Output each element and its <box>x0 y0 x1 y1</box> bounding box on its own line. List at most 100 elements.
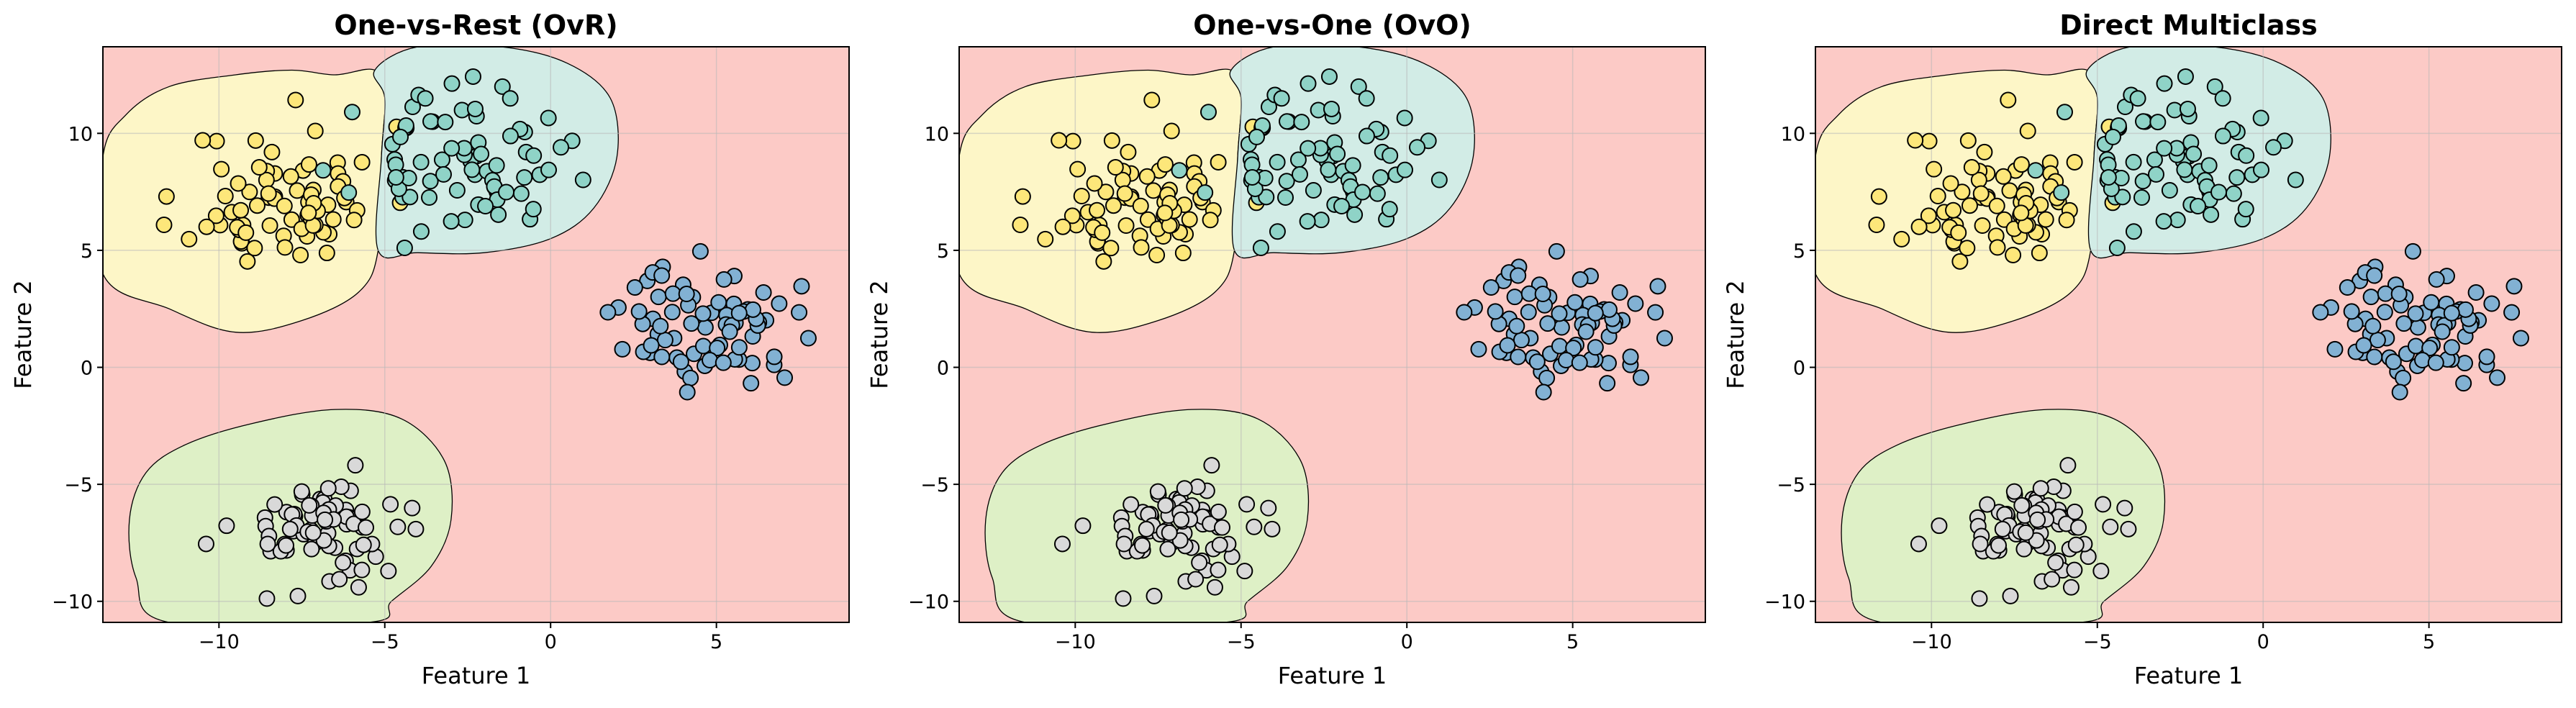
data-point-grey <box>1161 524 1178 541</box>
data-point-grey <box>380 563 397 580</box>
data-point-blue <box>2376 304 2393 321</box>
data-point-blue <box>721 323 738 340</box>
data-point-teal <box>1346 206 1364 223</box>
data-point-blue <box>1506 289 1523 306</box>
data-point-teal <box>2176 161 2193 178</box>
data-point-teal <box>2125 153 2142 171</box>
data-point-blue <box>1535 384 1552 401</box>
data-point-blue <box>702 352 719 369</box>
data-point-blue <box>678 286 695 303</box>
data-point-grey <box>2067 536 2085 553</box>
data-point-grey <box>1149 483 1166 500</box>
data-point-teal <box>443 213 460 230</box>
plot-area <box>1815 47 2562 622</box>
data-point-teal <box>1269 223 1286 240</box>
data-point-yellow <box>198 218 215 235</box>
data-point-grey <box>303 540 320 558</box>
data-point-grey <box>2092 563 2110 580</box>
data-point-blue <box>650 289 667 306</box>
y-tick-label: 10 <box>925 123 949 145</box>
data-point-blue <box>799 330 817 347</box>
y-tick-label: 5 <box>1793 240 1805 263</box>
data-point-teal <box>1381 201 1398 218</box>
data-point-blue <box>2503 304 2521 321</box>
data-point-yellow <box>1069 160 1087 178</box>
x-axis-label: Feature 1 <box>422 662 530 689</box>
data-point-yellow <box>1116 185 1133 202</box>
y-tick-label: 5 <box>937 240 949 263</box>
data-point-grey <box>2013 496 2031 514</box>
data-point-blue <box>1565 340 1582 357</box>
data-point-teal <box>1305 181 1322 199</box>
x-tick-label: −5 <box>371 631 399 653</box>
data-point-grey <box>1210 561 1227 578</box>
data-point-blue <box>2362 289 2380 306</box>
data-point-grey <box>1236 563 1253 580</box>
data-point-blue <box>771 295 788 312</box>
data-point-teal <box>2200 157 2218 174</box>
data-point-teal <box>1329 145 1346 163</box>
data-point-yellow <box>307 122 324 140</box>
data-point-yellow <box>1959 240 1976 257</box>
data-point-blue <box>2312 304 2329 321</box>
data-point-blue <box>2407 305 2424 322</box>
data-point-yellow <box>261 217 278 234</box>
data-point-grey <box>1074 517 1092 535</box>
data-point-teal <box>1382 147 1399 164</box>
data-point-yellow <box>1995 168 2012 185</box>
data-point-teal <box>2169 212 2186 229</box>
data-point-teal <box>2206 78 2223 95</box>
data-point-grey <box>197 535 214 553</box>
data-point-yellow <box>1086 175 1103 192</box>
data-point-blue <box>2489 369 2506 386</box>
data-point-blue <box>2355 337 2372 354</box>
data-point-blue <box>791 304 808 321</box>
data-point-grey <box>382 496 399 513</box>
y-tick-label: 5 <box>81 240 93 263</box>
y-tick-label: 10 <box>1781 123 1805 145</box>
data-point-grey <box>1115 590 1132 607</box>
y-tick-label: −10 <box>908 591 949 614</box>
data-point-teal <box>387 168 404 186</box>
data-point-blue <box>2395 315 2413 332</box>
data-point-blue <box>2391 384 2408 401</box>
data-point-yellow <box>1120 143 1137 160</box>
chart-panel-3: −10 −5 0 5 −10 −5 0 5 10 Direct Multiclass Feature… <box>1722 9 2562 689</box>
data-point-grey <box>1246 518 1263 535</box>
data-point-grey <box>1159 540 1176 558</box>
data-point-teal <box>448 181 466 199</box>
data-point-yellow <box>1117 217 1135 234</box>
data-point-grey <box>1994 520 2011 537</box>
data-point-grey <box>1210 503 1227 520</box>
data-point-blue <box>1510 267 1527 284</box>
data-point-blue <box>2434 323 2451 340</box>
data-point-teal <box>340 184 358 201</box>
data-point-grey <box>1146 587 1163 604</box>
data-point-teal <box>1199 104 1217 121</box>
y-tick-label: 0 <box>937 358 949 380</box>
data-point-teal <box>2156 140 2173 157</box>
data-point-yellow <box>1950 224 1967 241</box>
data-point-yellow <box>1014 188 1031 205</box>
x-tick-label: 0 <box>545 631 557 653</box>
data-point-yellow <box>158 188 175 205</box>
data-point-yellow <box>1064 132 1081 150</box>
data-point-yellow <box>1961 197 1978 214</box>
data-point-blue <box>1587 339 1604 356</box>
data-point-teal <box>1409 139 1426 156</box>
data-point-blue <box>652 317 669 335</box>
data-point-yellow <box>263 143 281 160</box>
data-point-yellow <box>1143 91 1161 109</box>
data-point-blue <box>2407 337 2424 355</box>
data-point-yellow <box>1132 197 1149 214</box>
data-point-blue <box>1482 279 1500 296</box>
data-point-teal <box>466 100 484 117</box>
data-point-grey <box>347 457 364 474</box>
data-point-yellow <box>1210 153 1227 171</box>
data-point-teal <box>1279 113 1296 130</box>
data-point-blue <box>643 337 660 354</box>
data-point-grey <box>1053 535 1071 553</box>
data-point-teal <box>2287 171 2304 189</box>
data-point-blue <box>2366 348 2383 366</box>
data-point-teal <box>2225 185 2242 202</box>
